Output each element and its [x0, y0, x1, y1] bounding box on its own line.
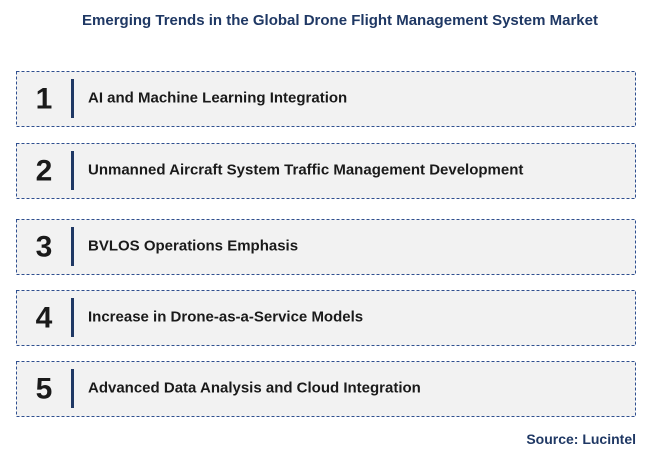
item-label: AI and Machine Learning Integration [88, 89, 347, 106]
item-box [16, 290, 636, 346]
divider-bar [71, 151, 74, 190]
item-box [16, 219, 636, 275]
item-number: 4 [36, 301, 53, 334]
trend-item: 3 BVLOS Operations Emphasis [16, 219, 636, 275]
trend-item: 2 Unmanned Aircraft System Traffic Manage… [16, 143, 636, 199]
divider-bar [71, 79, 74, 118]
trend-item: 5 Advanced Data Analysis and Cloud Integr… [16, 361, 636, 417]
item-label: Advanced Data Analysis and Cloud Integra… [88, 379, 421, 396]
title: Emerging Trends in the Global Drone Flig… [82, 12, 598, 29]
item-number: 3 [36, 230, 53, 263]
source: Source: Lucintel [526, 431, 636, 447]
trend-item: 4 Increase in Drone-as-a-Service Models [16, 290, 636, 346]
item-box [16, 143, 636, 199]
divider-bar [71, 369, 74, 408]
divider-bar [71, 227, 74, 266]
item-number: 5 [36, 372, 53, 405]
item-label: BVLOS Operations Emphasis [88, 237, 298, 254]
trend-item: 1 AI and Machine Learning Integration [16, 71, 636, 127]
divider-bar [71, 298, 74, 337]
item-label: Increase in Drone-as-a-Service Models [88, 308, 363, 325]
trend-list: 1 AI and Machine Learning Integration 2 Unm… [16, 71, 636, 417]
item-label: Unmanned Aircraft System Traffic Managem… [88, 161, 523, 178]
item-box [16, 71, 636, 127]
item-number: 2 [36, 154, 53, 187]
item-number: 1 [36, 82, 53, 115]
item-box [16, 361, 636, 417]
